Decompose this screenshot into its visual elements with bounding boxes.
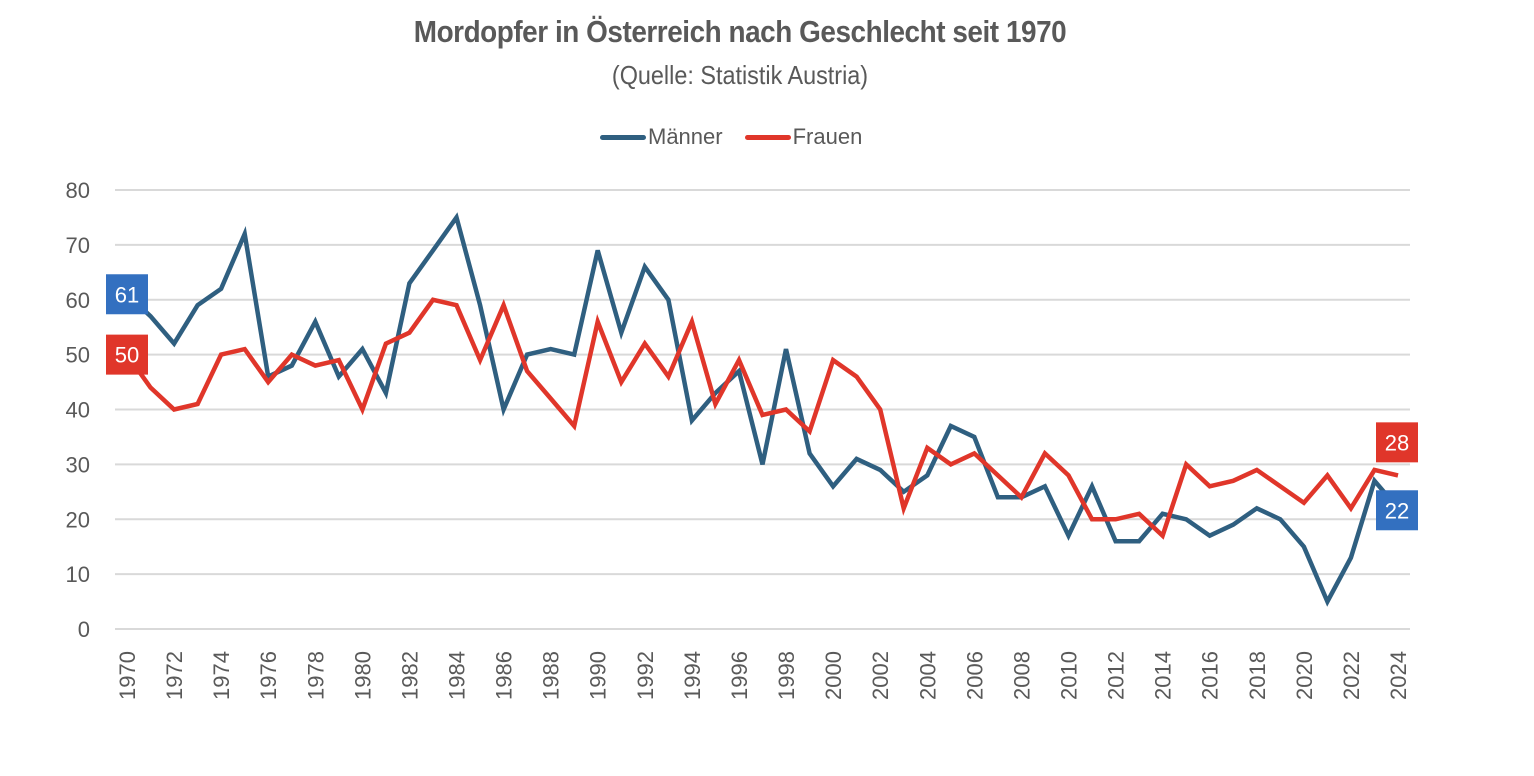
y-tick-label: 50 bbox=[66, 343, 90, 368]
x-tick-label: 1970 bbox=[115, 651, 140, 700]
y-tick-label: 80 bbox=[66, 178, 90, 203]
data-label-box bbox=[106, 274, 148, 315]
legend: Männer Frauen bbox=[600, 124, 862, 150]
data-label-start: 50 bbox=[115, 343, 139, 368]
x-tick-label: 2018 bbox=[1245, 651, 1270, 700]
legend-label-frauen: Frauen bbox=[792, 124, 863, 149]
data-label-box bbox=[106, 334, 148, 375]
series-line-maenner bbox=[125, 212, 1400, 607]
x-tick-label: 2012 bbox=[1104, 651, 1129, 700]
x-tick-label: 2004 bbox=[915, 651, 940, 700]
x-tick-label: 1974 bbox=[209, 651, 234, 700]
x-tick-label: 1978 bbox=[303, 651, 328, 700]
y-tick-label: 40 bbox=[66, 398, 90, 423]
x-tick-label: 1976 bbox=[256, 651, 281, 700]
x-tick-label: 2006 bbox=[962, 651, 987, 700]
gridlines bbox=[115, 189, 1410, 630]
x-tick-label: 1980 bbox=[350, 651, 375, 700]
x-tick-label: 1984 bbox=[445, 651, 470, 700]
x-tick-label: 1994 bbox=[680, 651, 705, 700]
x-tick-label: 1972 bbox=[162, 651, 187, 700]
x-tick-label: 1996 bbox=[727, 651, 752, 700]
x-tick-label: 1992 bbox=[633, 651, 658, 700]
legend-item-maenner: Männer bbox=[600, 124, 723, 150]
x-tick-label: 2024 bbox=[1386, 651, 1411, 700]
data-label-box bbox=[1376, 490, 1418, 531]
x-tick-label: 2014 bbox=[1151, 651, 1176, 700]
x-tick-label: 2020 bbox=[1292, 651, 1317, 700]
x-tick-label: 1986 bbox=[492, 651, 517, 700]
series-lines bbox=[125, 212, 1400, 607]
x-tick-label: 2002 bbox=[868, 651, 893, 700]
y-tick-label: 70 bbox=[66, 233, 90, 258]
x-tick-label: 1998 bbox=[774, 651, 799, 700]
y-axis-ticks: 0 10 20 30 40 50 60 70 80 bbox=[66, 178, 90, 642]
chart-title: Mordopfer in Österreich nach Geschlecht … bbox=[413, 14, 1067, 49]
x-axis-ticks: 1970 1972 1974 1976 1978 1980 1982 1984 1986 1988… bbox=[115, 651, 1411, 700]
y-tick-label: 10 bbox=[66, 562, 90, 587]
y-tick-label: 30 bbox=[66, 452, 90, 477]
x-tick-label: 2010 bbox=[1056, 651, 1081, 700]
data-label-end: 22 bbox=[1385, 498, 1409, 523]
legend-swatch-frauen bbox=[744, 134, 791, 140]
x-tick-label: 2000 bbox=[821, 651, 846, 700]
legend-item-frauen: Frauen bbox=[744, 124, 863, 150]
x-tick-label: 1990 bbox=[586, 651, 611, 700]
data-label-box bbox=[1376, 422, 1418, 463]
data-label-start: 61 bbox=[115, 282, 139, 307]
x-tick-label: 2022 bbox=[1339, 651, 1364, 700]
legend-label-maenner: Männer bbox=[648, 124, 723, 149]
x-tick-label: 1988 bbox=[539, 651, 564, 700]
data-labels: 61 22 50 28 bbox=[106, 274, 1418, 531]
data-label-end: 28 bbox=[1385, 430, 1409, 455]
chart-subtitle: (Quelle: Statistik Austria) bbox=[611, 60, 869, 90]
y-tick-label: 60 bbox=[66, 288, 90, 313]
x-tick-label: 1982 bbox=[397, 651, 422, 700]
y-tick-label: 0 bbox=[78, 617, 90, 642]
legend-swatch-maenner bbox=[600, 134, 646, 140]
series-line-frauen bbox=[125, 297, 1399, 540]
y-tick-label: 20 bbox=[66, 507, 90, 532]
x-tick-label: 2008 bbox=[1009, 651, 1034, 700]
x-tick-label: 2016 bbox=[1198, 651, 1223, 700]
